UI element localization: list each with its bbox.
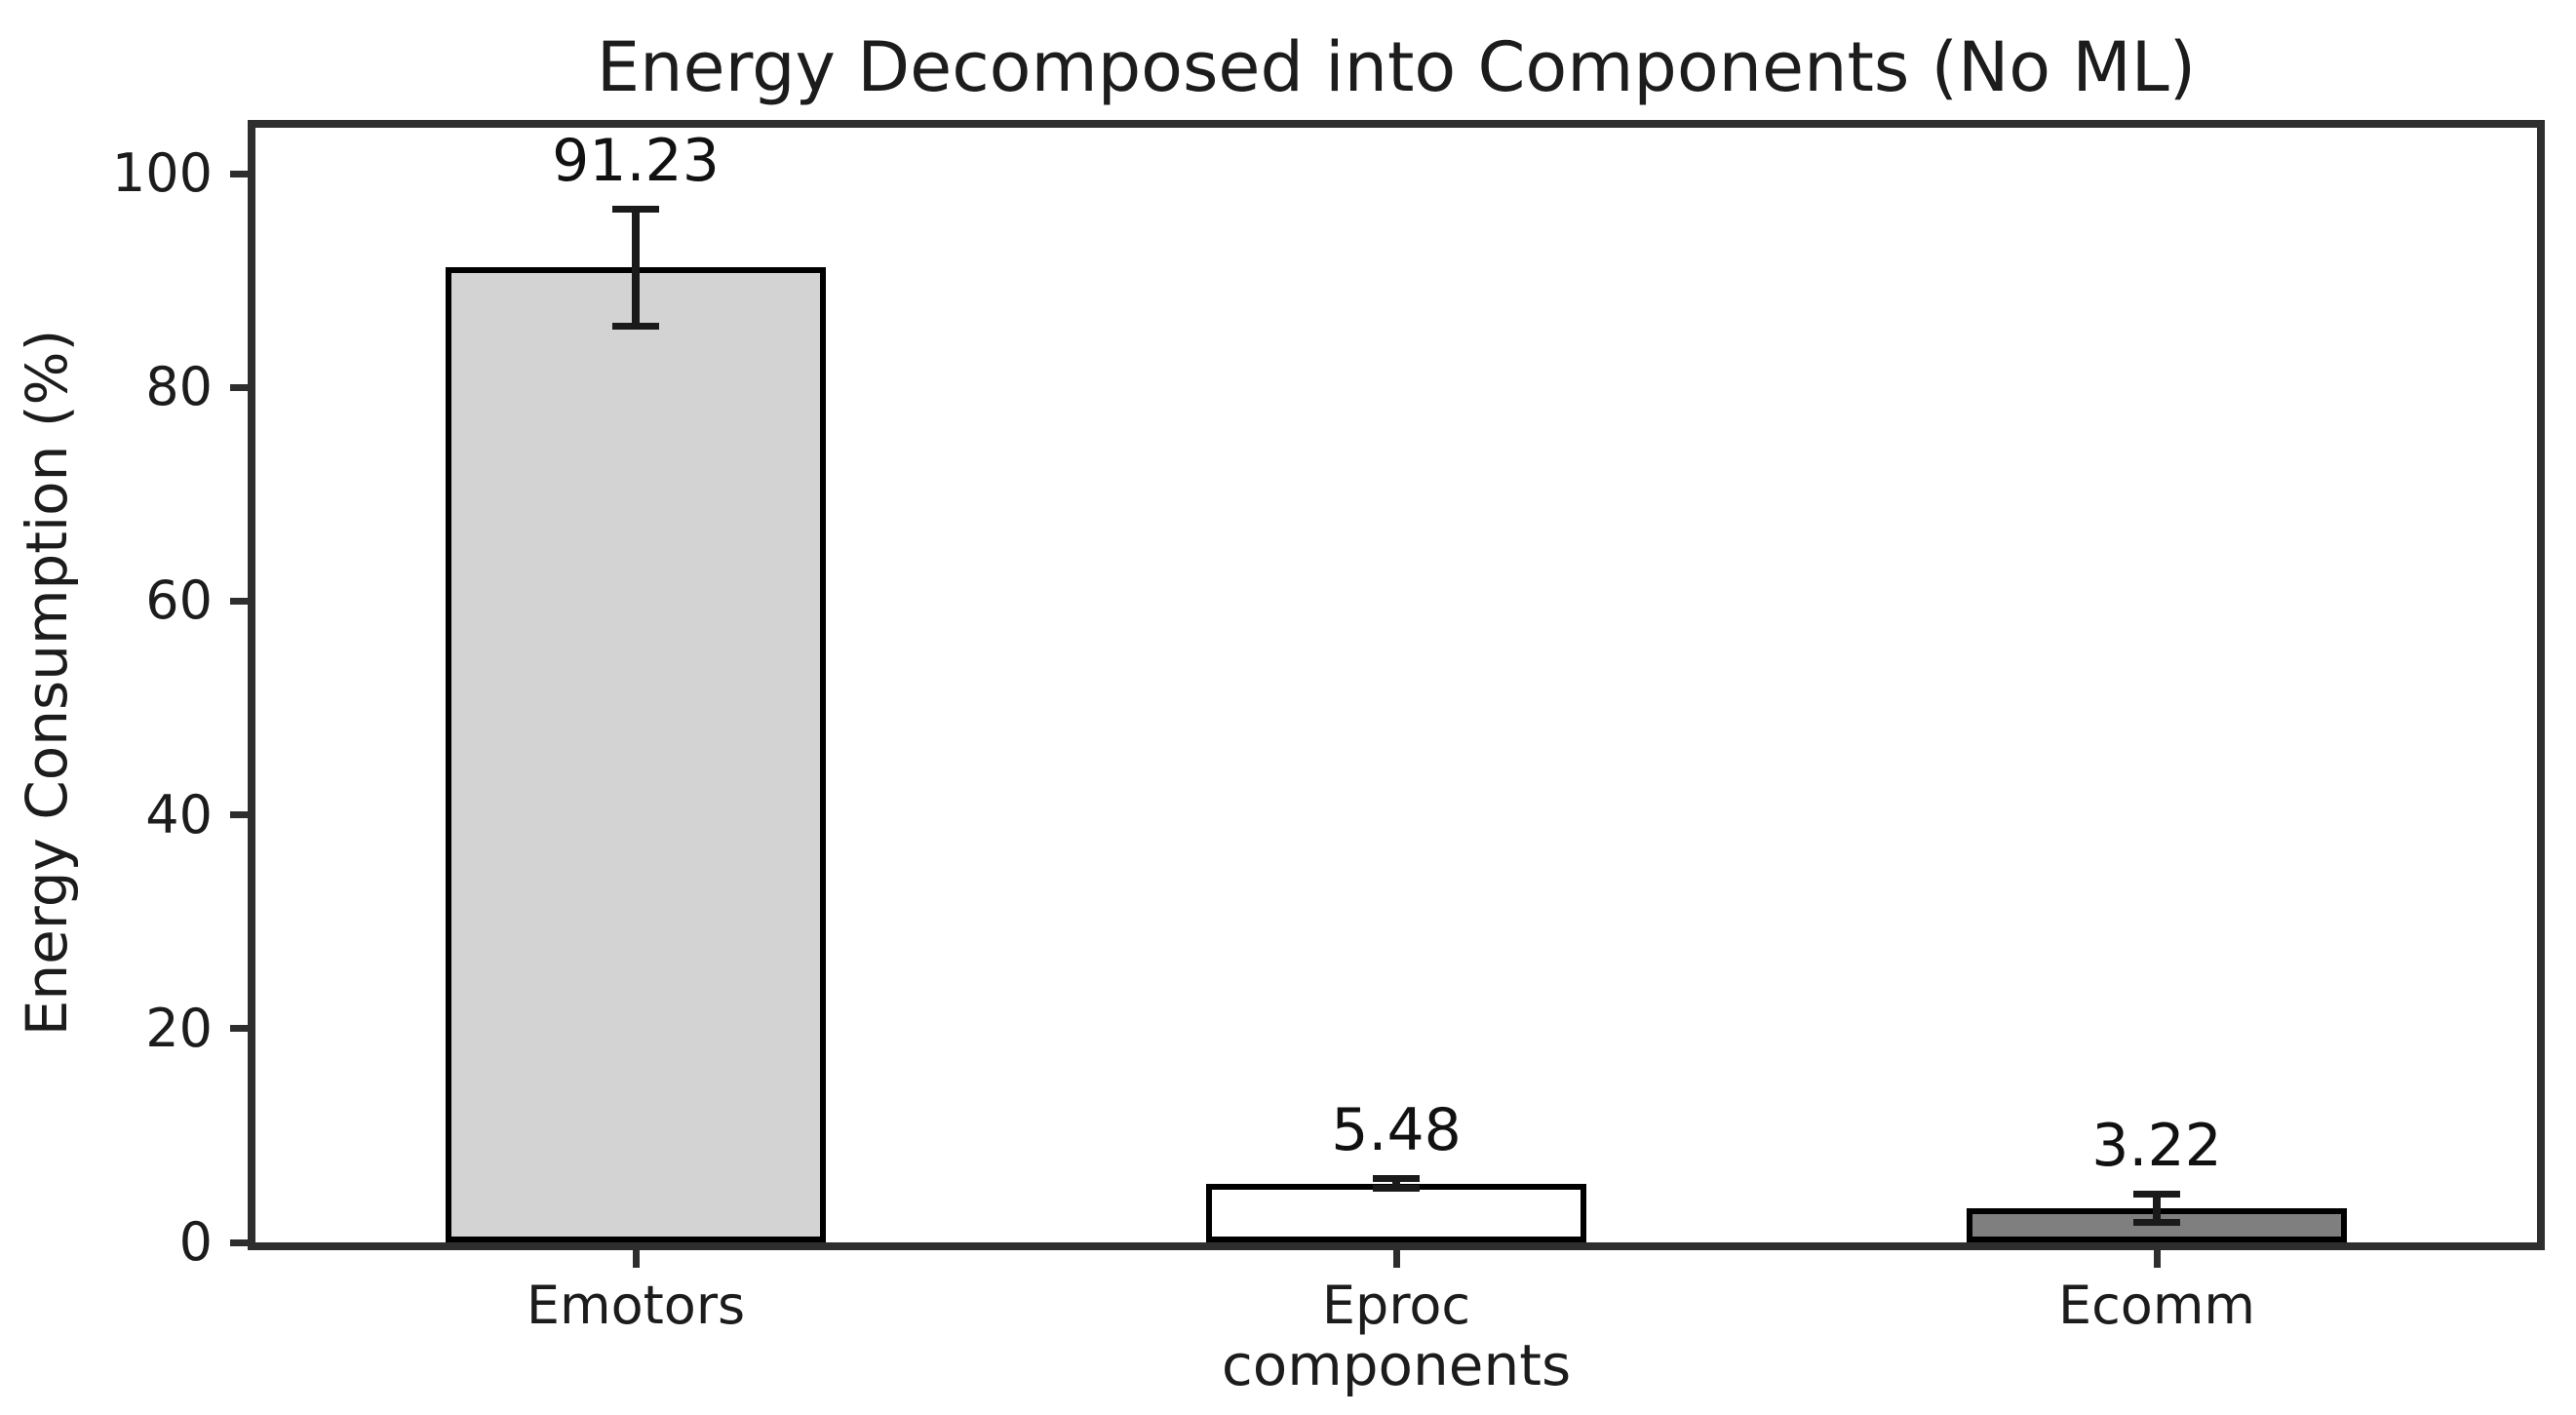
y-tick-label: 40	[145, 783, 213, 845]
x-tick-mark-ecomm	[2153, 1250, 2161, 1268]
y-tick-mark	[230, 170, 248, 177]
x-tick-label-ecomm: Ecomm	[2057, 1275, 2256, 1336]
y-axis-label: Energy Consumption (%)	[14, 329, 80, 1037]
bar-eproc	[1206, 1183, 1586, 1242]
y-tick-mark	[230, 811, 248, 819]
y-tick-mark	[230, 1238, 248, 1246]
y-tick-mark	[230, 383, 248, 391]
bar-value-label-emotors: 91.23	[552, 126, 720, 195]
error-cap-top-ecomm	[2133, 1190, 2180, 1198]
y-tick-label: 100	[111, 142, 213, 205]
x-tick-label-eproc: Eproc	[1321, 1275, 1471, 1336]
y-tick-mark	[230, 597, 248, 605]
y-tick-label: 20	[145, 997, 213, 1059]
chart-title: Energy Decomposed into Components (No ML…	[596, 27, 2197, 107]
bar-value-label-eproc: 5.48	[1331, 1096, 1462, 1165]
y-tick-label: 80	[145, 356, 213, 418]
x-tick-mark-emotors	[632, 1250, 640, 1268]
x-tick-mark-eproc	[1392, 1250, 1400, 1268]
plot-area: 0 20 40 60 80 100 91.23 Emotors 5.48 Eproc 3.22 Eco…	[112, 120, 2545, 1336]
error-cap-bottom-ecomm	[2133, 1218, 2180, 1226]
bar-value-label-ecomm: 3.22	[2091, 1111, 2222, 1180]
error-cap-top-emotors	[612, 205, 659, 213]
error-cap-bottom-emotors	[612, 322, 659, 330]
bar-emotors	[446, 267, 826, 1242]
error-bar-emotors	[632, 208, 640, 327]
y-tick-label: 0	[178, 1211, 213, 1273]
error-bar-eproc	[1392, 1178, 1400, 1190]
error-bar-ecomm	[2153, 1193, 2161, 1223]
y-tick-mark	[230, 1025, 248, 1033]
y-tick-label: 60	[145, 570, 213, 632]
error-cap-bottom-eproc	[1373, 1185, 1420, 1193]
error-cap-top-eproc	[1373, 1175, 1420, 1183]
x-axis-label: components	[1221, 1332, 1572, 1398]
x-tick-label-emotors: Emotors	[526, 1275, 746, 1336]
